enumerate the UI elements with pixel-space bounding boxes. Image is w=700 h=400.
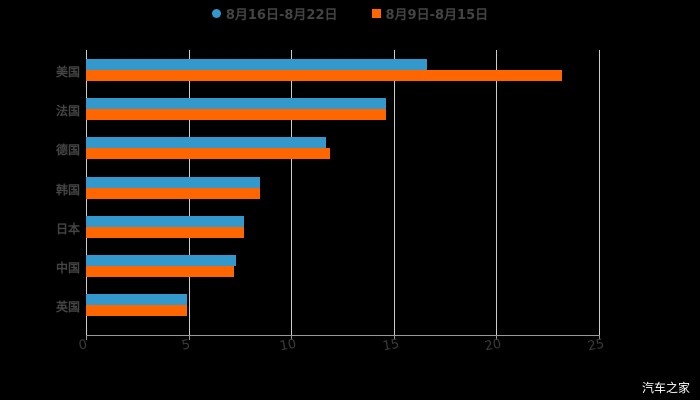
x-tick bbox=[599, 335, 600, 340]
bar[interactable] bbox=[86, 255, 236, 266]
bar[interactable] bbox=[86, 266, 234, 277]
x-tick-label: 20 bbox=[483, 336, 503, 355]
category-label: 美国 bbox=[55, 65, 80, 79]
x-axis bbox=[86, 335, 599, 336]
x-tick-label: 10 bbox=[278, 336, 298, 355]
category-label: 法国 bbox=[55, 104, 80, 118]
square-marker-icon bbox=[371, 9, 381, 18]
bar[interactable] bbox=[86, 216, 244, 227]
x-tick-label: 5 bbox=[180, 337, 191, 354]
bar[interactable] bbox=[86, 59, 427, 70]
x-tick bbox=[291, 335, 293, 340]
bar[interactable] bbox=[86, 227, 244, 238]
legend-label: 8月9日-8月15日 bbox=[385, 8, 489, 23]
category-label: 中国 bbox=[55, 261, 80, 275]
legend-label: 8月16日-8月22日 bbox=[225, 8, 338, 23]
gridline bbox=[496, 50, 498, 335]
legend-item-series1[interactable]: 8月16日-8月22日 bbox=[211, 4, 338, 23]
gridline bbox=[291, 50, 293, 335]
x-tick bbox=[188, 335, 190, 340]
category-label: 日本 bbox=[55, 222, 80, 236]
watermark: 汽车之家 bbox=[641, 381, 690, 395]
bar[interactable] bbox=[86, 70, 563, 81]
x-tick bbox=[393, 335, 395, 340]
gridline bbox=[393, 50, 395, 335]
category-label: 韩国 bbox=[55, 183, 80, 197]
plot-area bbox=[86, 50, 600, 335]
legend: 8月16日-8月22日 8月9日-8月15日 bbox=[0, 4, 700, 23]
bar[interactable] bbox=[86, 109, 386, 120]
legend-item-series2[interactable]: 8月9日-8月15日 bbox=[371, 4, 489, 23]
bar[interactable] bbox=[86, 148, 331, 159]
bar[interactable] bbox=[86, 305, 187, 316]
x-tick-label: 25 bbox=[586, 336, 606, 355]
circle-marker-icon bbox=[211, 9, 221, 18]
x-tick-label: 15 bbox=[381, 336, 401, 355]
bar[interactable] bbox=[86, 137, 327, 148]
x-tick bbox=[86, 335, 87, 340]
category-label: 德国 bbox=[55, 143, 80, 157]
bar[interactable] bbox=[86, 188, 261, 199]
gridline bbox=[599, 50, 600, 335]
category-label: 英国 bbox=[55, 300, 80, 314]
bar[interactable] bbox=[86, 294, 187, 305]
x-tick bbox=[496, 335, 498, 340]
bar[interactable] bbox=[86, 98, 386, 109]
bar[interactable] bbox=[86, 177, 261, 188]
